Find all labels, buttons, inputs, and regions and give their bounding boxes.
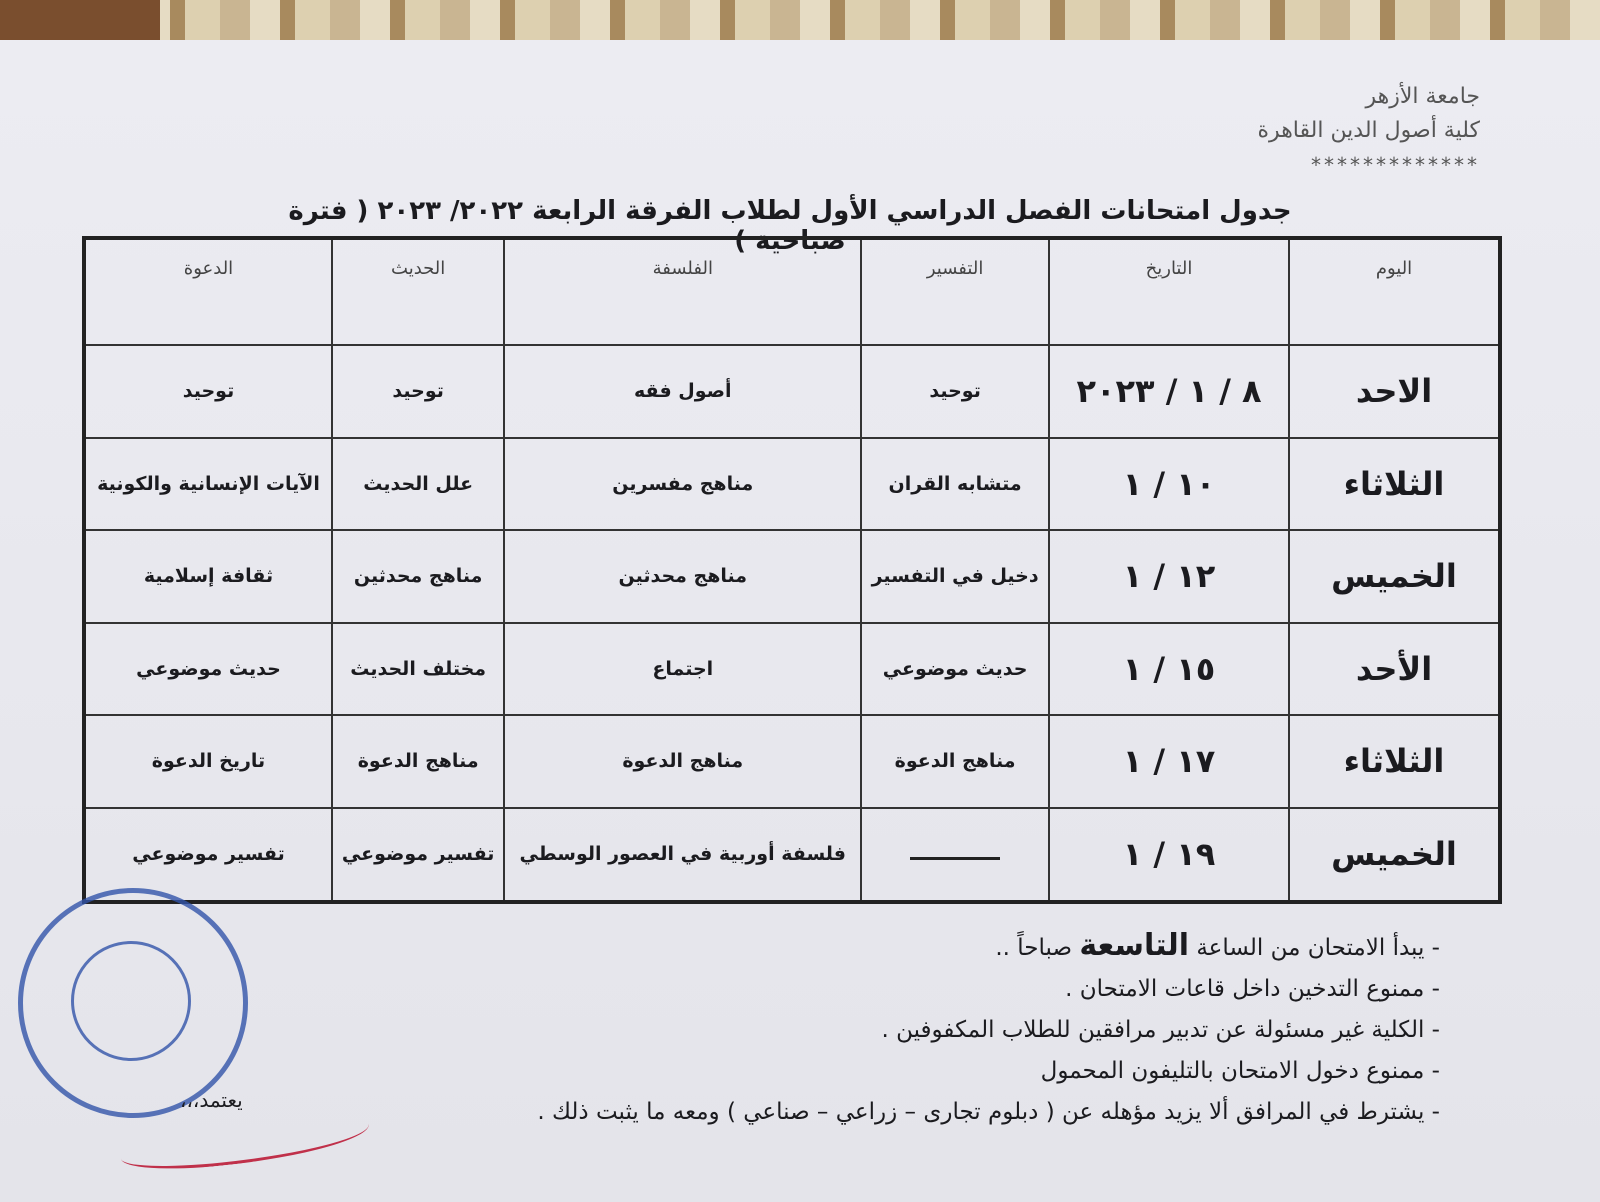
cell-date: ١٩ / ١ — [1048, 806, 1290, 903]
university-stamp — [18, 888, 248, 1118]
cell-day: الثلاثاء — [1288, 436, 1501, 531]
cell-tafsir: توحيد — [860, 344, 1050, 439]
letterhead: جامعة الأزهر كلية أصول الدين القاهرة ***… — [1258, 80, 1480, 182]
cell-falsafa: مناهج مفسرين — [503, 436, 863, 531]
col-tafsir: التفسير — [860, 237, 1050, 346]
cell-dawa: تفسير موضوعي — [83, 806, 333, 903]
cell-date: ١٥ / ١ — [1048, 621, 1290, 716]
approval-label: يعتمد،،، — [180, 1088, 243, 1112]
col-day: اليوم — [1288, 237, 1501, 346]
note-4: ممنوع دخول الامتحان بالتليفون المحمول — [537, 1051, 1440, 1092]
cell-tafsir: دخيل في التفسير — [860, 529, 1050, 624]
notes-list: يبدأ الامتحان من الساعة التاسعة صباحاً .… — [537, 925, 1440, 1133]
cell-day: الاحد — [1288, 344, 1501, 439]
cell-dawa: تاريخ الدعوة — [83, 714, 333, 809]
col-dawa: الدعوة — [83, 237, 333, 346]
cell-hadith: علل الحديث — [330, 436, 506, 531]
cell-dawa: توحيد — [83, 344, 333, 439]
table-row: الخميس ١٢ / ١ دخيل في التفسير مناهج محدثين م… — [83, 529, 1501, 624]
cell-date: ١٧ / ١ — [1048, 714, 1290, 809]
cell-hadith: مناهج محدثين — [330, 529, 506, 624]
cell-dawa: ثقافة إسلامية — [83, 529, 333, 624]
table-row: الثلاثاء ١٠ / ١ متشابه القران مناهج مفسرين ع… — [83, 436, 1501, 531]
note-2: ممنوع التدخين داخل قاعات الامتحان . — [537, 969, 1440, 1010]
cell-dawa: حديث موضوعي — [83, 621, 333, 716]
note-3: الكلية غير مسئولة عن تدبير مرافقين للطلا… — [537, 1010, 1440, 1051]
col-hadith: الحديث — [330, 237, 506, 346]
cell-falsafa: مناهج محدثين — [503, 529, 863, 624]
cell-date: ١٢ / ١ — [1048, 529, 1290, 624]
cell-day: الخميس — [1288, 806, 1501, 903]
faculty-name: كلية أصول الدين القاهرة — [1257, 118, 1480, 143]
cell-hadith: تفسير موضوعي — [330, 806, 506, 903]
table-row: الخميس ١٩ / ١ فلسفة أوربية في العصور الوسط… — [83, 806, 1501, 903]
table-row: الثلاثاء ١٧ / ١ مناهج الدعوة مناهج الدعوة من… — [83, 714, 1501, 809]
university-name: جامعة الأزهر — [1365, 84, 1480, 109]
note-1: يبدأ الامتحان من الساعة التاسعة صباحاً .… — [537, 925, 1440, 969]
cell-tafsir: متشابه القران — [860, 436, 1050, 531]
background-fabric — [0, 0, 1600, 44]
col-falsafa: الفلسفة — [503, 237, 863, 346]
table-row: الاحد ٨ / ١ / ٢٠٢٣ توحيد أصول فقه توحيد توحيد — [83, 344, 1501, 439]
table-header-row: اليوم التاريخ التفسير الفلسفة الحديث الد… — [83, 237, 1501, 346]
cell-falsafa: مناهج الدعوة — [503, 714, 863, 809]
cell-day: الثلاثاء — [1288, 714, 1501, 809]
cell-falsafa: أصول فقه — [503, 344, 863, 439]
cell-date: ١٠ / ١ — [1048, 436, 1290, 531]
cell-tafsir — [860, 806, 1050, 903]
cell-tafsir: مناهج الدعوة — [860, 714, 1050, 809]
cell-day: الأحد — [1288, 621, 1501, 716]
cell-tafsir: حديث موضوعي — [860, 621, 1050, 716]
table-row: الأحد ١٥ / ١ حديث موضوعي اجتماع مختلف الحديث… — [83, 621, 1501, 716]
cell-hadith: مختلف الحديث — [330, 621, 506, 716]
empty-dash — [910, 857, 1001, 861]
exam-schedule-table: اليوم التاريخ التفسير الفلسفة الحديث الد… — [82, 236, 1502, 904]
cell-hadith: مناهج الدعوة — [330, 714, 506, 809]
cell-dawa: الآيات الإنسانية والكونية — [83, 436, 333, 531]
cell-day: الخميس — [1288, 529, 1501, 624]
cell-hadith: توحيد — [330, 344, 506, 439]
note-5: يشترط في المرافق ألا يزيد مؤهله عن ( دبل… — [537, 1092, 1440, 1133]
cell-falsafa: فلسفة أوربية في العصور الوسطي — [503, 806, 863, 903]
separator-stars: ************* — [1311, 153, 1480, 177]
col-date: التاريخ — [1048, 237, 1290, 346]
cell-falsafa: اجتماع — [503, 621, 863, 716]
cell-date: ٨ / ١ / ٢٠٢٣ — [1048, 344, 1290, 439]
